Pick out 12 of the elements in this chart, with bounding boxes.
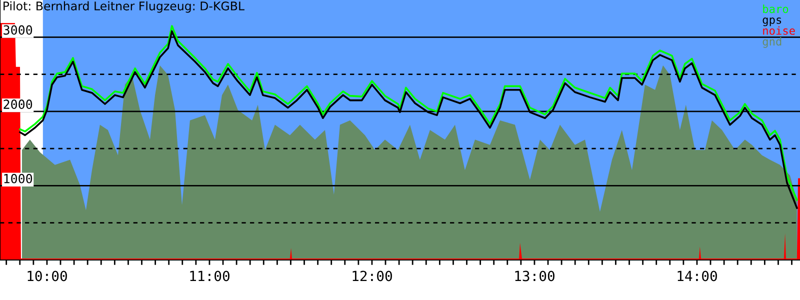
text: noise xyxy=(763,26,795,35)
text: baro xyxy=(763,4,788,14)
text: gnd xyxy=(762,37,782,48)
y-tick-label: 1000 xyxy=(4,174,32,184)
y-tick-label: 2000 xyxy=(4,100,32,110)
x-tick-label: 11:00 xyxy=(190,270,230,282)
x-tick-label: 12:00 xyxy=(352,270,392,282)
x-tick-label: 14:00 xyxy=(678,270,717,282)
x-tick-label: 10:00 xyxy=(28,270,67,282)
x-tick-label: 13:00 xyxy=(515,270,554,282)
y-tick-label: 3000 xyxy=(4,25,32,35)
text: gps xyxy=(762,18,782,26)
